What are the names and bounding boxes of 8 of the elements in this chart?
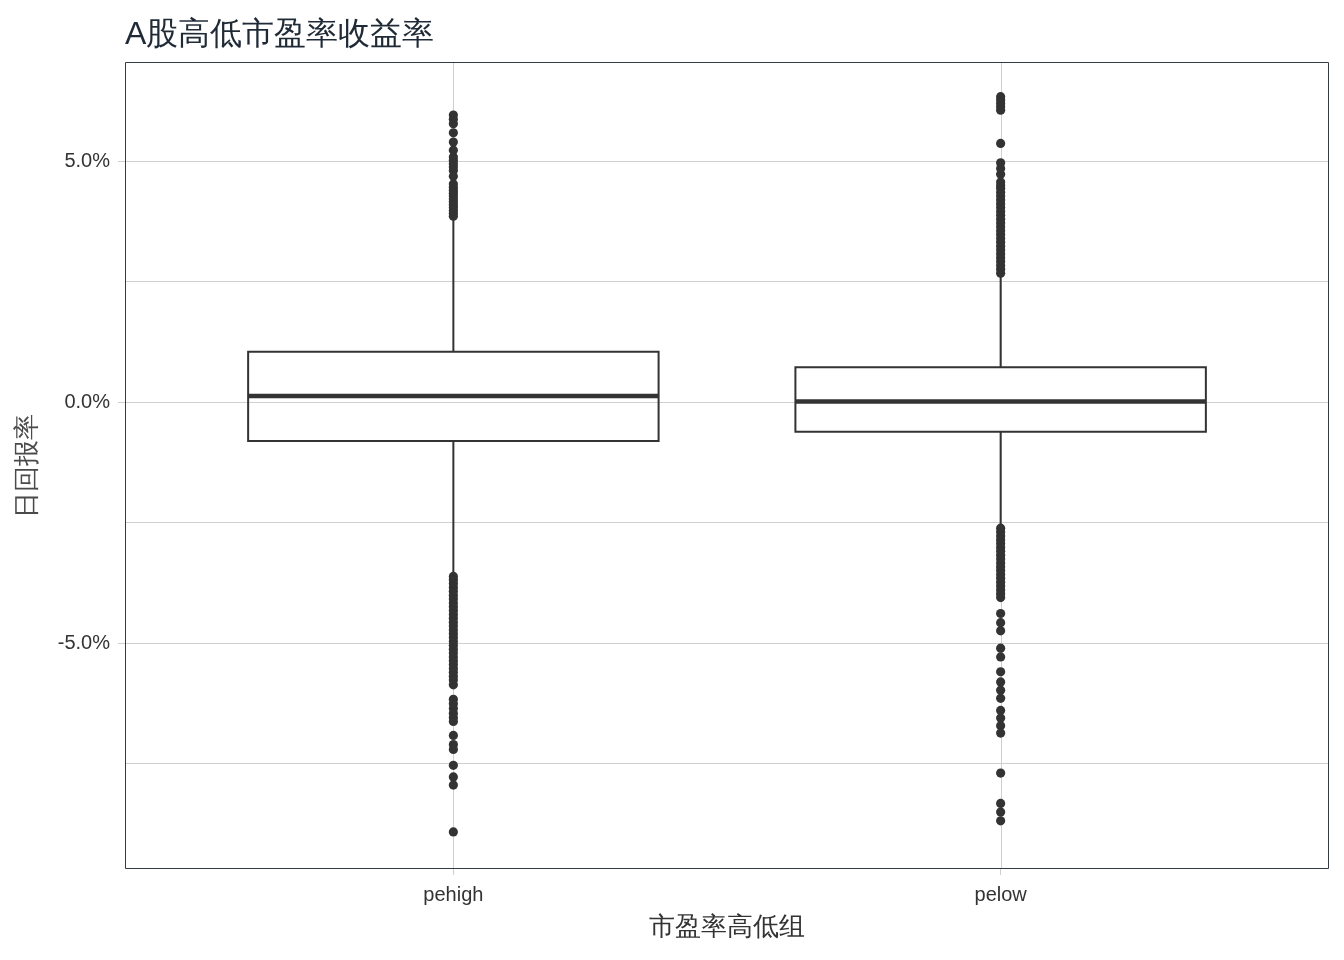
x-tick-label: pehigh bbox=[423, 882, 484, 905]
chart-title: A股高低市盈率收益率 bbox=[125, 14, 435, 51]
y-tick-label: -5.0% bbox=[57, 630, 111, 653]
y-tick-label: 5.0% bbox=[64, 148, 111, 171]
x-tick-label: pelow bbox=[974, 882, 1028, 905]
x-axis-title: 市盈率高低组 bbox=[649, 911, 805, 942]
y-axis-title: 日回报率 bbox=[11, 413, 42, 518]
y-tick-label: 0.0% bbox=[64, 389, 111, 412]
